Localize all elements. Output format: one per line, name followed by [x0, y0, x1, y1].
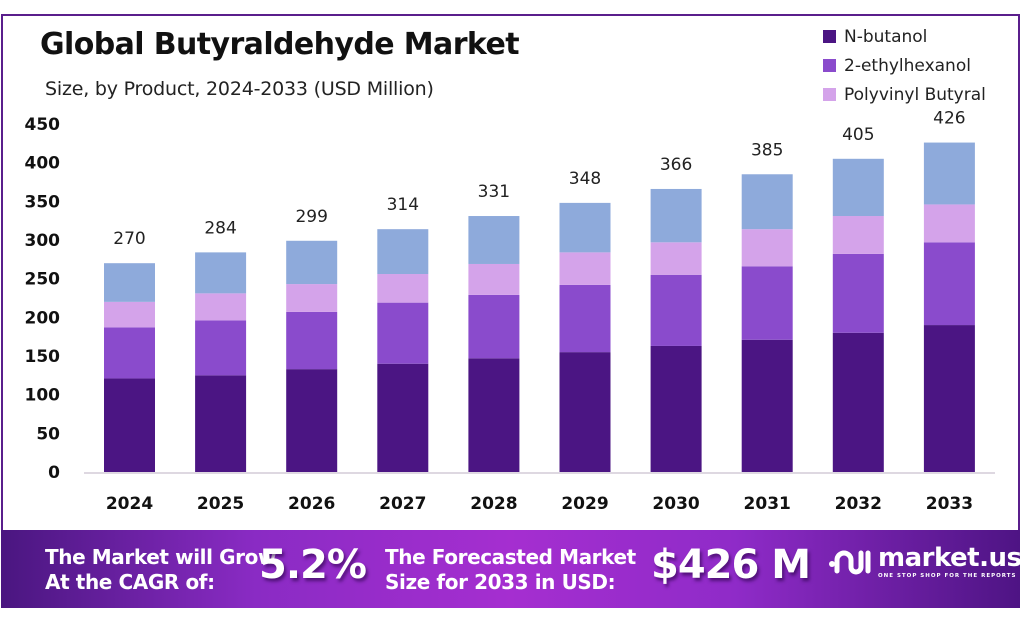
x-tick-label: 2030 — [652, 494, 699, 514]
bar-segment-n-butanol-2028 — [468, 358, 520, 472]
x-tick-label: 2031 — [744, 494, 791, 514]
legend-item-2-ethylhexanol: 2-ethylhexanol — [823, 51, 986, 80]
bar-segment-other-2031 — [741, 174, 793, 230]
legend-swatch-polyvinyl-butyral — [823, 88, 836, 101]
bar-segment-n-butanol-2030 — [650, 345, 702, 472]
y-tick-label: 0 — [48, 463, 60, 483]
bar-segment-n-butanol-2033 — [923, 325, 975, 472]
data-label-total: 270 — [113, 229, 145, 249]
y-tick-label: 250 — [25, 270, 61, 290]
bar-segment-polyvinyl-butyral-2025 — [195, 293, 247, 321]
x-tick-label: 2027 — [379, 494, 426, 514]
chart-title: Global Butyraldehyde Market — [40, 27, 520, 62]
x-tick-label: 2029 — [561, 494, 608, 514]
bar-segment-other-2025 — [195, 252, 247, 294]
bar-segment-2-ethylhexanol-2028 — [468, 294, 520, 359]
x-tick-label: 2032 — [835, 494, 882, 514]
bar-segment-other-2024 — [104, 263, 155, 302]
data-label-total: 385 — [751, 140, 783, 160]
chart-subtitle: Size, by Product, 2024-2033 (USD Million… — [45, 78, 434, 100]
bar-chart: 0 50 100 150 200 250 300 350 400 450 270 2024 284 202… — [25, 109, 995, 514]
logo-tagline: ONE STOP SHOP FOR THE REPORTS — [878, 573, 1017, 579]
bar-segment-polyvinyl-butyral-2029 — [559, 252, 611, 285]
y-tick-label: 100 — [25, 386, 61, 406]
bar-segment-polyvinyl-butyral-2030 — [650, 242, 702, 275]
x-tick-label: 2025 — [197, 494, 244, 514]
legend-swatch-2-ethylhexanol — [823, 59, 836, 72]
bar-segment-polyvinyl-butyral-2028 — [468, 263, 520, 295]
y-tick-label: 300 — [25, 231, 61, 251]
bar-segment-2-ethylhexanol-2027 — [377, 302, 429, 364]
bar-segment-other-2033 — [923, 142, 975, 205]
legend-swatch-n-butanol — [823, 30, 836, 43]
footer-banner: The Market will Grow At the CAGR of: 5.2… — [1, 530, 1020, 608]
bar-segment-polyvinyl-butyral-2026 — [286, 284, 338, 312]
x-tick-label: 2033 — [926, 494, 973, 514]
data-label-total: 366 — [660, 155, 692, 175]
bar-segment-other-2030 — [650, 188, 702, 243]
bar-segment-n-butanol-2031 — [741, 339, 793, 472]
bar-segment-n-butanol-2027 — [377, 363, 429, 472]
legend-item-n-butanol: N-butanol — [823, 22, 986, 51]
bar-segment-2-ethylhexanol-2033 — [923, 242, 975, 326]
bar-segment-other-2028 — [468, 216, 520, 264]
bar-segment-2-ethylhexanol-2032 — [832, 253, 884, 333]
bar-segment-2-ethylhexanol-2030 — [650, 274, 702, 346]
legend: N-butanol 2-ethylhexanol Polyvinyl Butyr… — [823, 22, 986, 109]
bar-segment-other-2027 — [377, 229, 429, 275]
bar-segment-other-2029 — [559, 202, 611, 253]
legend-label: Polyvinyl Butyral — [844, 84, 986, 105]
bar-segment-n-butanol-2029 — [559, 352, 611, 472]
market-us-logo-icon — [829, 550, 871, 575]
bar-segment-polyvinyl-butyral-2033 — [923, 204, 975, 243]
legend-label: 2-ethylhexanol — [844, 55, 971, 76]
x-tick-label: 2026 — [288, 494, 335, 514]
x-tick-label: 2028 — [470, 494, 517, 514]
y-tick-label: 150 — [25, 347, 61, 367]
data-label-total: 314 — [387, 195, 419, 215]
bar-segment-n-butanol-2025 — [195, 375, 247, 472]
y-tick-label: 200 — [25, 308, 61, 328]
bar-segment-n-butanol-2024 — [104, 378, 155, 472]
data-label-total: 405 — [842, 125, 874, 145]
bar-segment-2-ethylhexanol-2025 — [195, 320, 247, 376]
bar-segment-2-ethylhexanol-2029 — [559, 284, 611, 353]
y-tick-label: 400 — [25, 154, 61, 174]
cagr-label-line1: The Market will Grow — [45, 545, 277, 569]
bar-segment-n-butanol-2032 — [832, 332, 884, 472]
data-label-total: 284 — [204, 218, 236, 238]
data-label-total: 348 — [569, 169, 601, 189]
data-label-total: 426 — [933, 109, 965, 129]
cagr-label: The Market will Grow At the CAGR of: — [45, 545, 276, 595]
cagr-label-line2: At the CAGR of: — [45, 570, 215, 594]
data-label-total: 331 — [478, 182, 510, 202]
bar-segment-polyvinyl-butyral-2032 — [832, 216, 884, 254]
bar-segment-other-2032 — [832, 158, 884, 217]
bar-segment-other-2026 — [286, 240, 338, 285]
x-tick-label: 2024 — [106, 494, 153, 514]
logo-name: market.us — [878, 543, 1022, 573]
bar-segment-2-ethylhexanol-2026 — [286, 311, 338, 370]
bar-segment-polyvinyl-butyral-2031 — [741, 229, 793, 267]
forecast-value: $426 M — [651, 542, 811, 588]
bar-segment-n-butanol-2026 — [286, 369, 338, 472]
y-tick-label: 350 — [25, 192, 61, 212]
bar-segment-2-ethylhexanol-2024 — [104, 327, 155, 379]
market-us-logo: market.us ONE STOP SHOP FOR THE REPORTS — [828, 543, 1022, 579]
bar-segment-polyvinyl-butyral-2027 — [377, 274, 429, 303]
data-label-total: 299 — [295, 207, 327, 227]
y-tick-label: 450 — [25, 115, 61, 135]
legend-item-polyvinyl-butyral: Polyvinyl Butyral — [823, 80, 986, 109]
y-tick-label: 50 — [36, 424, 60, 444]
legend-label: N-butanol — [844, 26, 928, 47]
forecast-label: The Forecasted Market Size for 2033 in U… — [385, 545, 636, 595]
cagr-value: 5.2% — [259, 542, 367, 588]
forecast-label-line1: The Forecasted Market — [385, 545, 636, 569]
bar-segment-2-ethylhexanol-2031 — [741, 266, 793, 340]
forecast-label-line2: Size for 2033 in USD: — [385, 570, 616, 594]
bar-segment-polyvinyl-butyral-2024 — [104, 301, 155, 328]
